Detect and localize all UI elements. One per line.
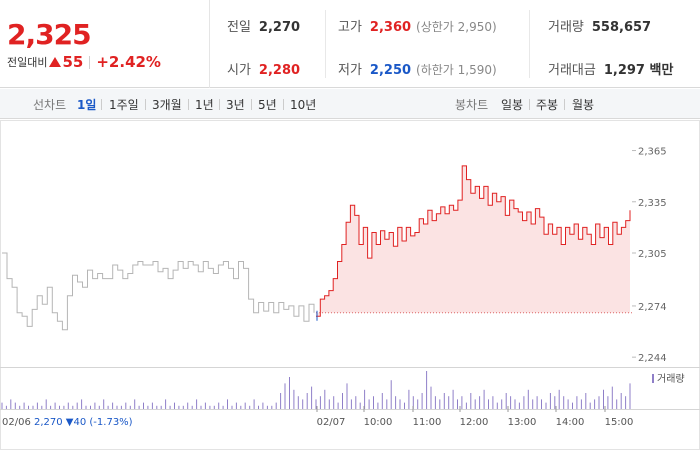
stat-value: 2,280 [258,63,301,78]
divider [251,99,252,110]
stat-note: (상한가 2,950) [416,20,497,34]
stat-label: 전일 [227,20,251,35]
stat-volume: 거래량 558,657 [548,16,651,35]
stat-prev-close: 전일 2,270 [227,16,300,35]
price-chart-area[interactable]: 2,365 2,335 2,305 2,274 2,244 거래량 02/07 10:00… [0,120,700,450]
period-3y-tab[interactable]: 3년 [226,98,245,112]
stat-label: 저가 [338,63,362,78]
today-price-line [316,165,631,317]
divider [89,55,91,69]
stat-value: 2,360 [369,20,412,35]
x-tick-label: 13:00 [508,417,537,428]
change-row: 전일대비 55 +2.42% [7,53,161,71]
x-tick-label: 15:00 [605,417,634,428]
stat-note: (하한가 1,590) [416,63,497,77]
daily-candle-tab[interactable]: 일봉 [501,98,524,112]
line-chart-label: 선차트 [33,98,67,112]
stats-panel: 전일 2,270 고가 2,360 (상한가 2,950) 거래량 558,65… [211,0,700,88]
weekly-candle-tab[interactable]: 주봉 [536,98,559,112]
chart-period-bar: 선차트 1일 1주일 3개월 1년 3년 5년 10년 봉차트 일봉 주봉 월봉 [0,89,700,119]
stat-label: 고가 [338,20,362,35]
stat-value: 558,657 [591,20,652,35]
stat-high: 고가 2,360 (상한가 2,950) [338,16,497,35]
divider [219,99,220,110]
y-tick-label: 2,244 [638,353,667,364]
x-tick-label: 14:00 [556,417,585,428]
y-tick-label: 2,274 [638,302,667,313]
period-5y-tab[interactable]: 5년 [258,98,277,112]
period-1d-tab[interactable]: 1일 [77,98,97,112]
y-tick-label: 2,305 [638,249,667,260]
period-1w-tab[interactable]: 1주일 [109,98,139,112]
change-amount: 55 [62,53,84,71]
stat-value: 1,297 백만 [603,63,674,78]
up-triangle-icon [49,57,62,67]
stat-value: 2,250 [369,63,412,78]
stat-trade-value: 거래대금 1,297 백만 [548,59,673,78]
period-3m-tab[interactable]: 3개월 [152,98,182,112]
x-tick-label: 11:00 [413,417,442,428]
prev-day-summary: 2,270 ▼40 (-1.73%) [34,417,133,428]
divider [145,99,146,110]
y-tick-label: 2,335 [638,198,667,209]
x-tick-label: 10:00 [364,417,393,428]
period-1y-tab[interactable]: 1년 [195,98,214,112]
today-area-fill [316,165,630,317]
quote-header: 2,325 전일대비 55 +2.42% 전일 2,270 고가 2,360 (… [0,0,700,88]
stat-label: 거래대금 [548,63,596,78]
monthly-candle-tab[interactable]: 월봉 [572,98,595,112]
y-tick-label: 2,365 [638,147,667,158]
stat-label: 시가 [227,63,251,78]
stat-low: 저가 2,250 (하한가 1,590) [338,59,497,78]
divider [283,99,284,110]
volume-legend-swatch [652,374,654,383]
x-tick-label: 12:00 [460,417,489,428]
price-panel: 2,325 전일대비 55 +2.42% [0,0,210,88]
current-price: 2,325 [7,18,92,51]
change-percent: +2.42% [96,53,161,71]
divider [188,99,189,110]
divider [564,99,565,110]
divider [101,99,102,110]
divider [325,10,326,78]
divider [529,99,530,110]
x-tick-label: 02/07 [317,417,346,428]
stat-open: 시가 2,280 [227,59,300,78]
candle-chart-label: 봉차트 [455,98,489,112]
stat-label: 거래량 [548,20,584,35]
prev-day-line [2,252,315,331]
stat-value: 2,270 [258,20,301,35]
change-label: 전일대비 [7,56,48,69]
period-10y-tab[interactable]: 10년 [290,98,317,112]
volume-legend: 거래량 [657,373,685,385]
divider [529,10,530,78]
prev-day-date: 02/06 [2,417,31,428]
intraday-chart[interactable]: 2,365 2,335 2,305 2,274 2,244 거래량 02/07 10:00… [0,120,700,450]
